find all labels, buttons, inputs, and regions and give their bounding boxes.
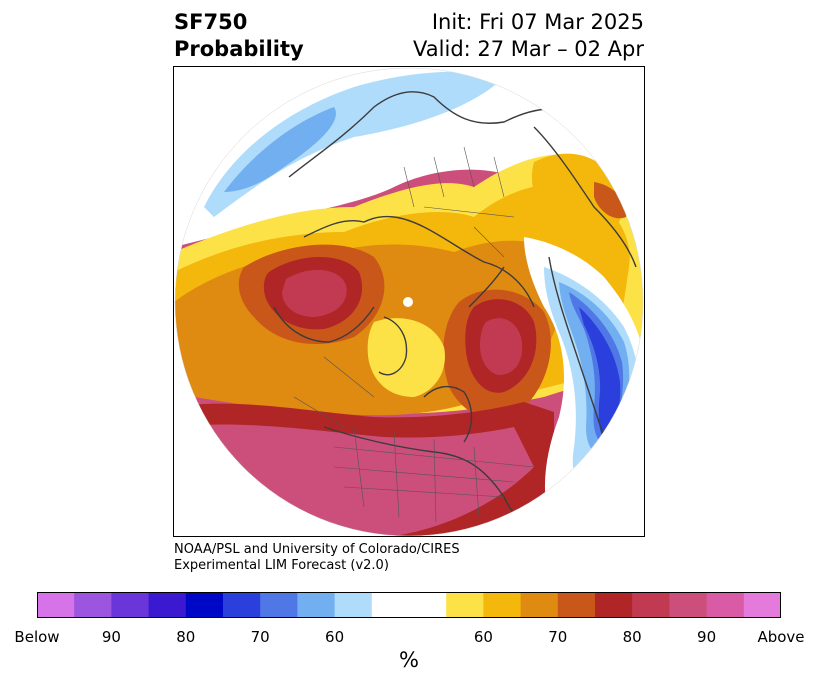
colorbar-swatch	[483, 592, 522, 618]
colorbar-swatch	[334, 592, 373, 618]
colorbar-swatch	[297, 592, 336, 618]
map-title: SF750 Probability	[174, 9, 304, 63]
colorbar-swatch	[260, 592, 298, 618]
polar-projection	[174, 67, 644, 536]
colorbar-swatch	[743, 592, 781, 618]
credit-line-1: NOAA/PSL and University of Colorado/CIRE…	[174, 542, 460, 557]
valid-period: Valid: 27 Mar – 02 Apr	[413, 37, 644, 61]
colorbar-swatch	[185, 592, 224, 618]
colorbar-swatch	[632, 592, 670, 618]
colorbar-tick-label: 80	[176, 628, 196, 646]
colorbar-swatch	[409, 592, 447, 618]
colorbar-swatch	[706, 592, 745, 618]
colorbar-tick-label: Below	[14, 628, 60, 646]
colorbar-unit: %	[399, 648, 419, 672]
colorbar-tick-label: 70	[250, 628, 270, 646]
colorbar-swatch	[74, 592, 112, 618]
colorbar-outline	[37, 592, 781, 618]
field-blue-light-top	[224, 107, 336, 192]
variable-name: SF750	[174, 10, 248, 34]
colorbar-swatch	[595, 592, 633, 618]
field-neutral-north	[175, 68, 643, 247]
colorbar-tick-label: Above	[757, 628, 805, 646]
colorbar-tick-label: 60	[325, 628, 345, 646]
forecast-map	[173, 66, 645, 537]
colorbar-swatch	[557, 592, 596, 618]
globe-edge	[174, 67, 644, 536]
colorbar-tick-label: 80	[622, 628, 642, 646]
colorbar-swatch	[520, 592, 559, 618]
colorbar-swatch	[148, 592, 187, 618]
field-crimson-west	[282, 269, 347, 317]
colorbar-swatch	[669, 592, 708, 618]
credit-line-2: Experimental LIM Forecast (v2.0)	[174, 558, 389, 573]
colorbar-swatch	[111, 592, 150, 618]
colorbar	[37, 592, 781, 618]
colorbar-tick-label: 90	[101, 628, 121, 646]
colorbar-swatch	[37, 592, 75, 618]
init-date: Init: Fri 07 Mar 2025	[431, 10, 644, 34]
colorbar-swatch	[371, 592, 410, 618]
colorbar-swatches	[37, 592, 781, 618]
north-pole-marker	[403, 297, 413, 307]
field-rust-europe	[594, 182, 627, 219]
colorbar-tick-label: 60	[473, 628, 493, 646]
forecast-dates: Init: Fri 07 Mar 2025 Valid: 27 Mar – 02…	[413, 9, 644, 63]
field-gold-europe	[531, 153, 623, 238]
field-crimson-east	[479, 318, 523, 375]
credit-text: NOAA/PSL and University of Colorado/CIRE…	[174, 542, 460, 574]
colorbar-tick-label: 70	[548, 628, 568, 646]
field-blue-dark-east	[579, 307, 621, 439]
field-blue-pale-top	[204, 71, 504, 217]
colorbar-swatch	[446, 592, 484, 618]
colorbar-tick-label: 90	[697, 628, 717, 646]
product-name: Probability	[174, 37, 304, 61]
colorbar-swatch	[223, 592, 261, 618]
